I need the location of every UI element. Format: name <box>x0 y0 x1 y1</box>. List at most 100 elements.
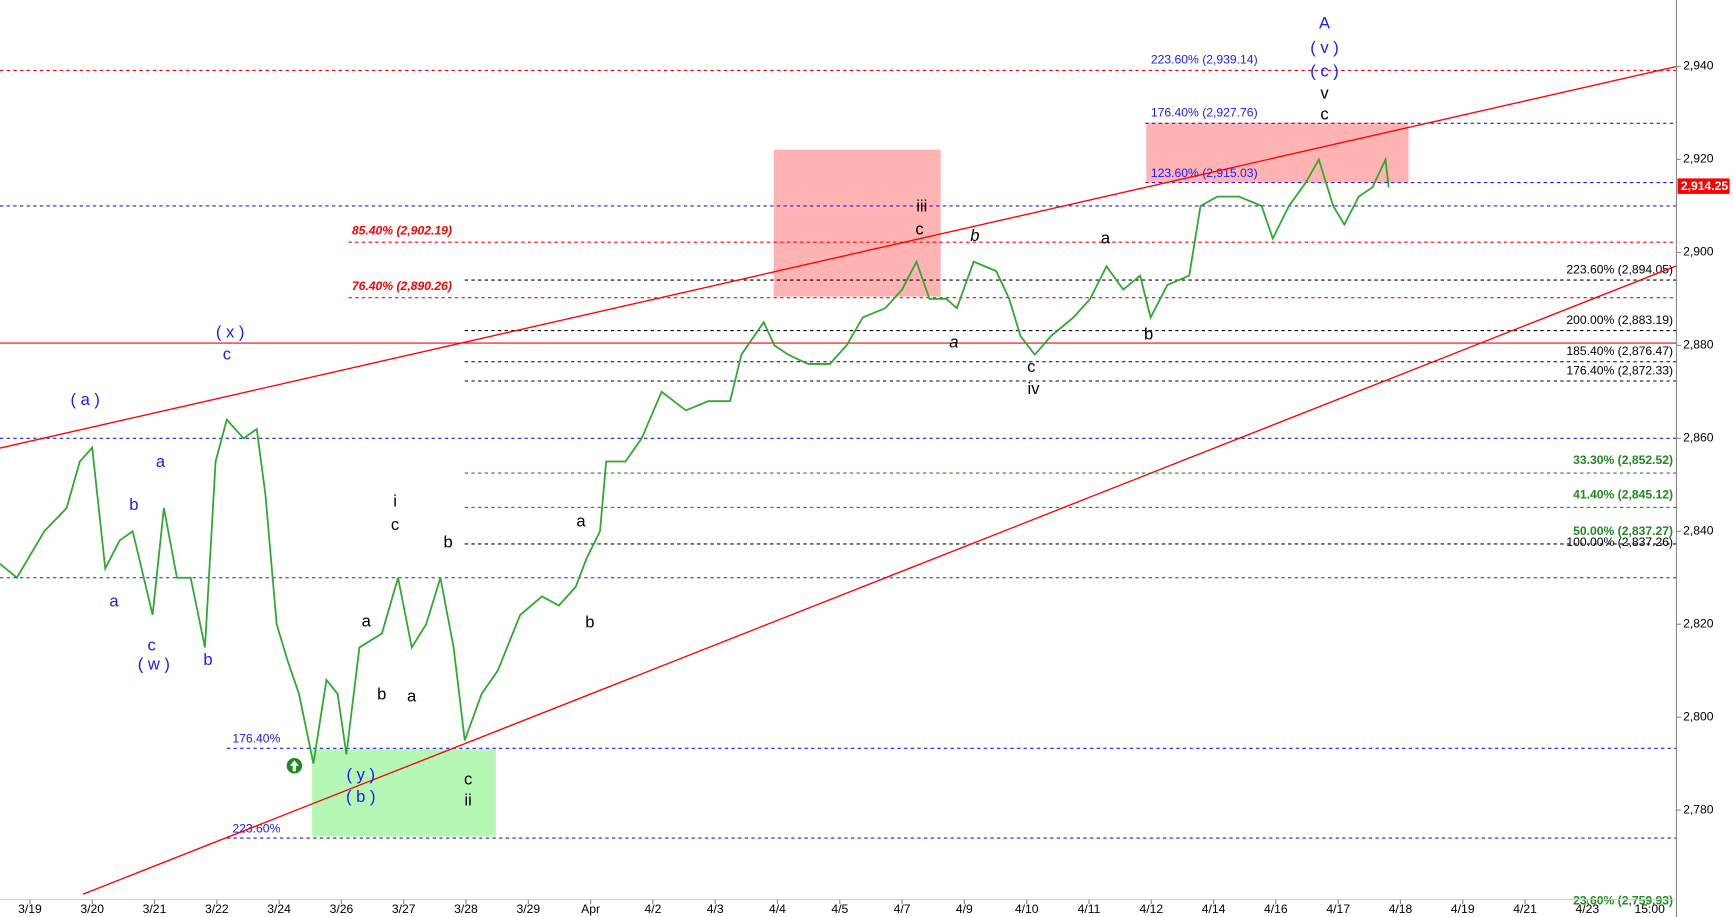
wave-label: a <box>576 512 586 531</box>
wave-label: a <box>949 332 958 351</box>
level-label: 41.40% (2,845.12) <box>1573 488 1673 502</box>
wave-label: A <box>1319 14 1331 33</box>
zone <box>773 149 941 297</box>
zones <box>312 122 1409 837</box>
level-label: 85.40% (2,902.19) <box>352 223 452 237</box>
x-tick-label: 3/27 <box>392 902 416 916</box>
wave-label: ( x ) <box>216 322 245 341</box>
wave-label: b <box>129 495 138 514</box>
y-tick-label: 2,820 <box>1683 616 1714 630</box>
x-tick-label: 4/17 <box>1326 902 1350 916</box>
pivot-icon <box>286 757 303 774</box>
wave-label: b <box>377 684 386 703</box>
y-tick-label: 2,900 <box>1683 245 1714 259</box>
x-tick-label: 4/5 <box>831 902 848 916</box>
wave-label: ( c ) <box>1310 61 1339 80</box>
x-tick-label: 3/24 <box>267 902 291 916</box>
wave-label: b <box>970 226 979 245</box>
price-line <box>0 156 1390 764</box>
wave-label: c <box>147 636 155 655</box>
level-label: 223.60% <box>232 821 280 835</box>
trendline <box>0 65 1677 449</box>
wave-label: ( y ) <box>346 765 375 784</box>
x-tick-label: 3/20 <box>80 902 104 916</box>
x-tick-label: 4/3 <box>707 902 724 916</box>
wave-label: a <box>109 591 119 610</box>
wave-label: v <box>1320 83 1329 102</box>
x-tick-label: 4/14 <box>1202 902 1226 916</box>
wave-label: ( a ) <box>70 390 99 409</box>
x-tick-label: Apr <box>581 902 600 916</box>
x-tick-label: 3/28 <box>454 902 478 916</box>
x-tick-label: 3/29 <box>516 902 540 916</box>
y-tick-label: 2,780 <box>1683 802 1714 816</box>
wave-label: b <box>585 612 594 631</box>
level-label: 123.60% (2,915.03) <box>1151 166 1258 180</box>
level-label: 200.00% (2,883.19) <box>1566 313 1673 327</box>
x-tick-label: 4/23 <box>1576 902 1600 916</box>
y-tick-label: 2,860 <box>1683 431 1714 445</box>
x-tick-label: 4/11 <box>1078 902 1101 916</box>
wave-label: ( v ) <box>1310 38 1339 57</box>
wave-label: ii <box>464 791 471 810</box>
price-series <box>0 156 1390 764</box>
wave-label: c <box>391 515 399 534</box>
level-label: 223.60% (2,894.05) <box>1566 262 1673 276</box>
wave-label: c <box>915 220 923 239</box>
zone <box>312 749 496 837</box>
wave-label: c <box>1027 357 1035 376</box>
x-tick-label: 4/2 <box>644 902 661 916</box>
trendlines <box>0 65 1677 895</box>
level-label: 185.40% (2,876.47) <box>1566 344 1673 358</box>
wave-label: c <box>1320 104 1328 123</box>
level-label: 33.30% (2,852.52) <box>1573 453 1673 467</box>
x-tick-label: 4/19 <box>1451 902 1475 916</box>
x-tick-label: 4/18 <box>1389 902 1413 916</box>
wave-label: b <box>444 533 453 552</box>
levels: 223.60% (2,939.14) 176.40% (2,927.76) 123.… <box>0 53 1677 907</box>
wave-label: a <box>156 452 166 471</box>
level-label: 223.60% (2,939.14) <box>1151 53 1258 67</box>
wave-label: b <box>203 650 212 669</box>
x-tick-label: 4/12 <box>1139 902 1163 916</box>
x-tick-label: 4/4 <box>769 902 786 916</box>
level-label: 76.40% (2,890.26) <box>352 279 452 293</box>
x-tick-label: 3/26 <box>330 902 354 916</box>
level-label: 176.40% <box>232 732 280 746</box>
wave-label: ( b ) <box>346 787 375 806</box>
y-tick-label: 2,940 <box>1683 59 1714 73</box>
x-tick-label: 3/22 <box>205 902 229 916</box>
wave-label: a <box>407 687 417 706</box>
wave-label: iii <box>916 196 927 215</box>
wave-label: iv <box>1028 379 1041 398</box>
wave-label: b <box>1144 325 1153 344</box>
x-tick-label: 4/7 <box>894 902 911 916</box>
y-tick-label: 2,840 <box>1683 523 1714 537</box>
level-label: 100.00% (2,837.26) <box>1566 535 1673 549</box>
x-tick-label: 15:00 <box>1634 902 1665 916</box>
wave-label: a <box>1101 228 1111 247</box>
x-tick-label: 4/21 <box>1513 902 1537 916</box>
wave-label: ( w ) <box>138 654 170 673</box>
y-tick-label: 2,920 <box>1683 152 1714 166</box>
x-tick-label: 4/9 <box>956 902 973 916</box>
last-price-label: 2,914.25 <box>1681 179 1729 193</box>
pivot-arrow <box>289 760 299 772</box>
y-tick-label: 2,880 <box>1683 338 1714 352</box>
level-label: 23.60% (2,759.93) <box>1573 893 1673 907</box>
axes: 2,780 2,800 2,820 2,840 2,860 2,880 2,900 2,920… <box>18 59 1730 916</box>
last-price-box <box>1677 178 1730 194</box>
x-tick-label: 3/19 <box>18 902 42 916</box>
level-label: 176.40% (2,872.33) <box>1566 363 1673 377</box>
zone <box>1146 122 1409 183</box>
level-label: 50.00% (2,837.27) <box>1573 524 1673 538</box>
x-tick-label: 4/16 <box>1264 902 1288 916</box>
wave-label: c <box>223 345 231 364</box>
x-tick-label: 3/21 <box>143 902 167 916</box>
wave-label: a <box>362 611 372 630</box>
wave-label: i <box>393 492 397 511</box>
level-label: 176.40% (2,927.76) <box>1151 106 1258 120</box>
